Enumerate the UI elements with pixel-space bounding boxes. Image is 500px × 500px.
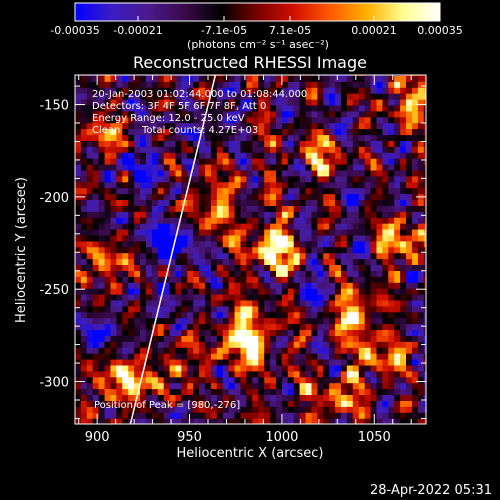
y-axis-label: Heliocentric Y (arcsec) [14,177,29,323]
x-axis-ticks: 900 950 1000 1050 [78,75,412,445]
detectors-annotation: Detectors: 3F 4F 5F 6F 7F 8F, Att 0 [92,101,266,112]
colorbar-tick-label: -0.00035 [50,24,99,37]
energy-range-annotation: Energy Range: 12.0 - 25.0 keV [92,113,245,124]
footer-date: 28-Apr-2022 05:31 [370,483,492,498]
heatmap-image [75,75,426,424]
plot-annotations: 20-Jan-2003 01:02:44.000 to 01:08:44.000… [92,89,307,411]
time-range-annotation: 20-Jan-2003 01:02:44.000 to 01:08:44.000 [92,89,307,100]
y-tick-label: -200 [39,191,69,206]
total-counts-annotation: Total counts: 4.27E+03 [141,125,258,136]
x-tick-label: 1050 [358,430,391,445]
y-axis-ticks: -150 -200 -250 -300 [39,85,426,419]
y-tick-label: -300 [39,376,69,391]
x-tick-label: 1000 [265,430,298,445]
colorbar-tick-label: -7.1e-05 [201,24,247,37]
peak-position-annotation: Position of Peak = [980,-276] [94,400,240,411]
x-tick-label: 950 [177,430,202,445]
y-tick-label: -150 [39,99,69,114]
method-annotation: Clean [92,125,120,136]
x-tick-label: 900 [85,430,110,445]
colorbar-tick-label: -0.00021 [113,24,162,37]
x-axis-label: Heliocentric X (arcsec) [177,446,324,461]
colorbar-tick-label: 0.00035 [417,24,463,37]
colorbar-tick-label: 7.1e-05 [269,24,311,37]
colorbar-tick-label: 0.00021 [351,24,397,37]
colorbar [74,2,441,22]
y-tick-label: -250 [39,283,69,298]
solar-limb-line [129,75,217,424]
chart-title: Reconstructed RHESSI Image [133,53,367,72]
colorbar-unit-label: (photons cm⁻² s⁻¹ asec⁻²) [187,38,329,51]
colorbar-ticks: -0.00035 -0.00021 -7.1e-05 7.1e-05 0.00021 0.… [50,16,463,37]
plot-frame [74,74,427,425]
